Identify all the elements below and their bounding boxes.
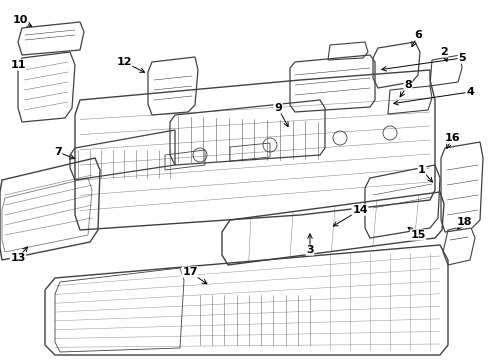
Text: 6: 6 (414, 30, 422, 40)
Text: 12: 12 (116, 57, 132, 67)
Text: 1: 1 (418, 165, 426, 175)
Text: 2: 2 (440, 47, 448, 57)
Text: 4: 4 (466, 87, 474, 97)
Text: 8: 8 (404, 80, 412, 90)
Text: 16: 16 (444, 133, 460, 143)
Text: 10: 10 (12, 15, 28, 25)
Text: 17: 17 (182, 267, 198, 277)
Text: 5: 5 (458, 53, 466, 63)
Text: 14: 14 (352, 205, 368, 215)
Text: 11: 11 (10, 60, 26, 70)
Text: 9: 9 (274, 103, 282, 113)
Text: 15: 15 (410, 230, 426, 240)
Text: 3: 3 (306, 245, 314, 255)
Text: 18: 18 (456, 217, 472, 227)
Text: 13: 13 (10, 253, 25, 263)
Text: 7: 7 (54, 147, 62, 157)
